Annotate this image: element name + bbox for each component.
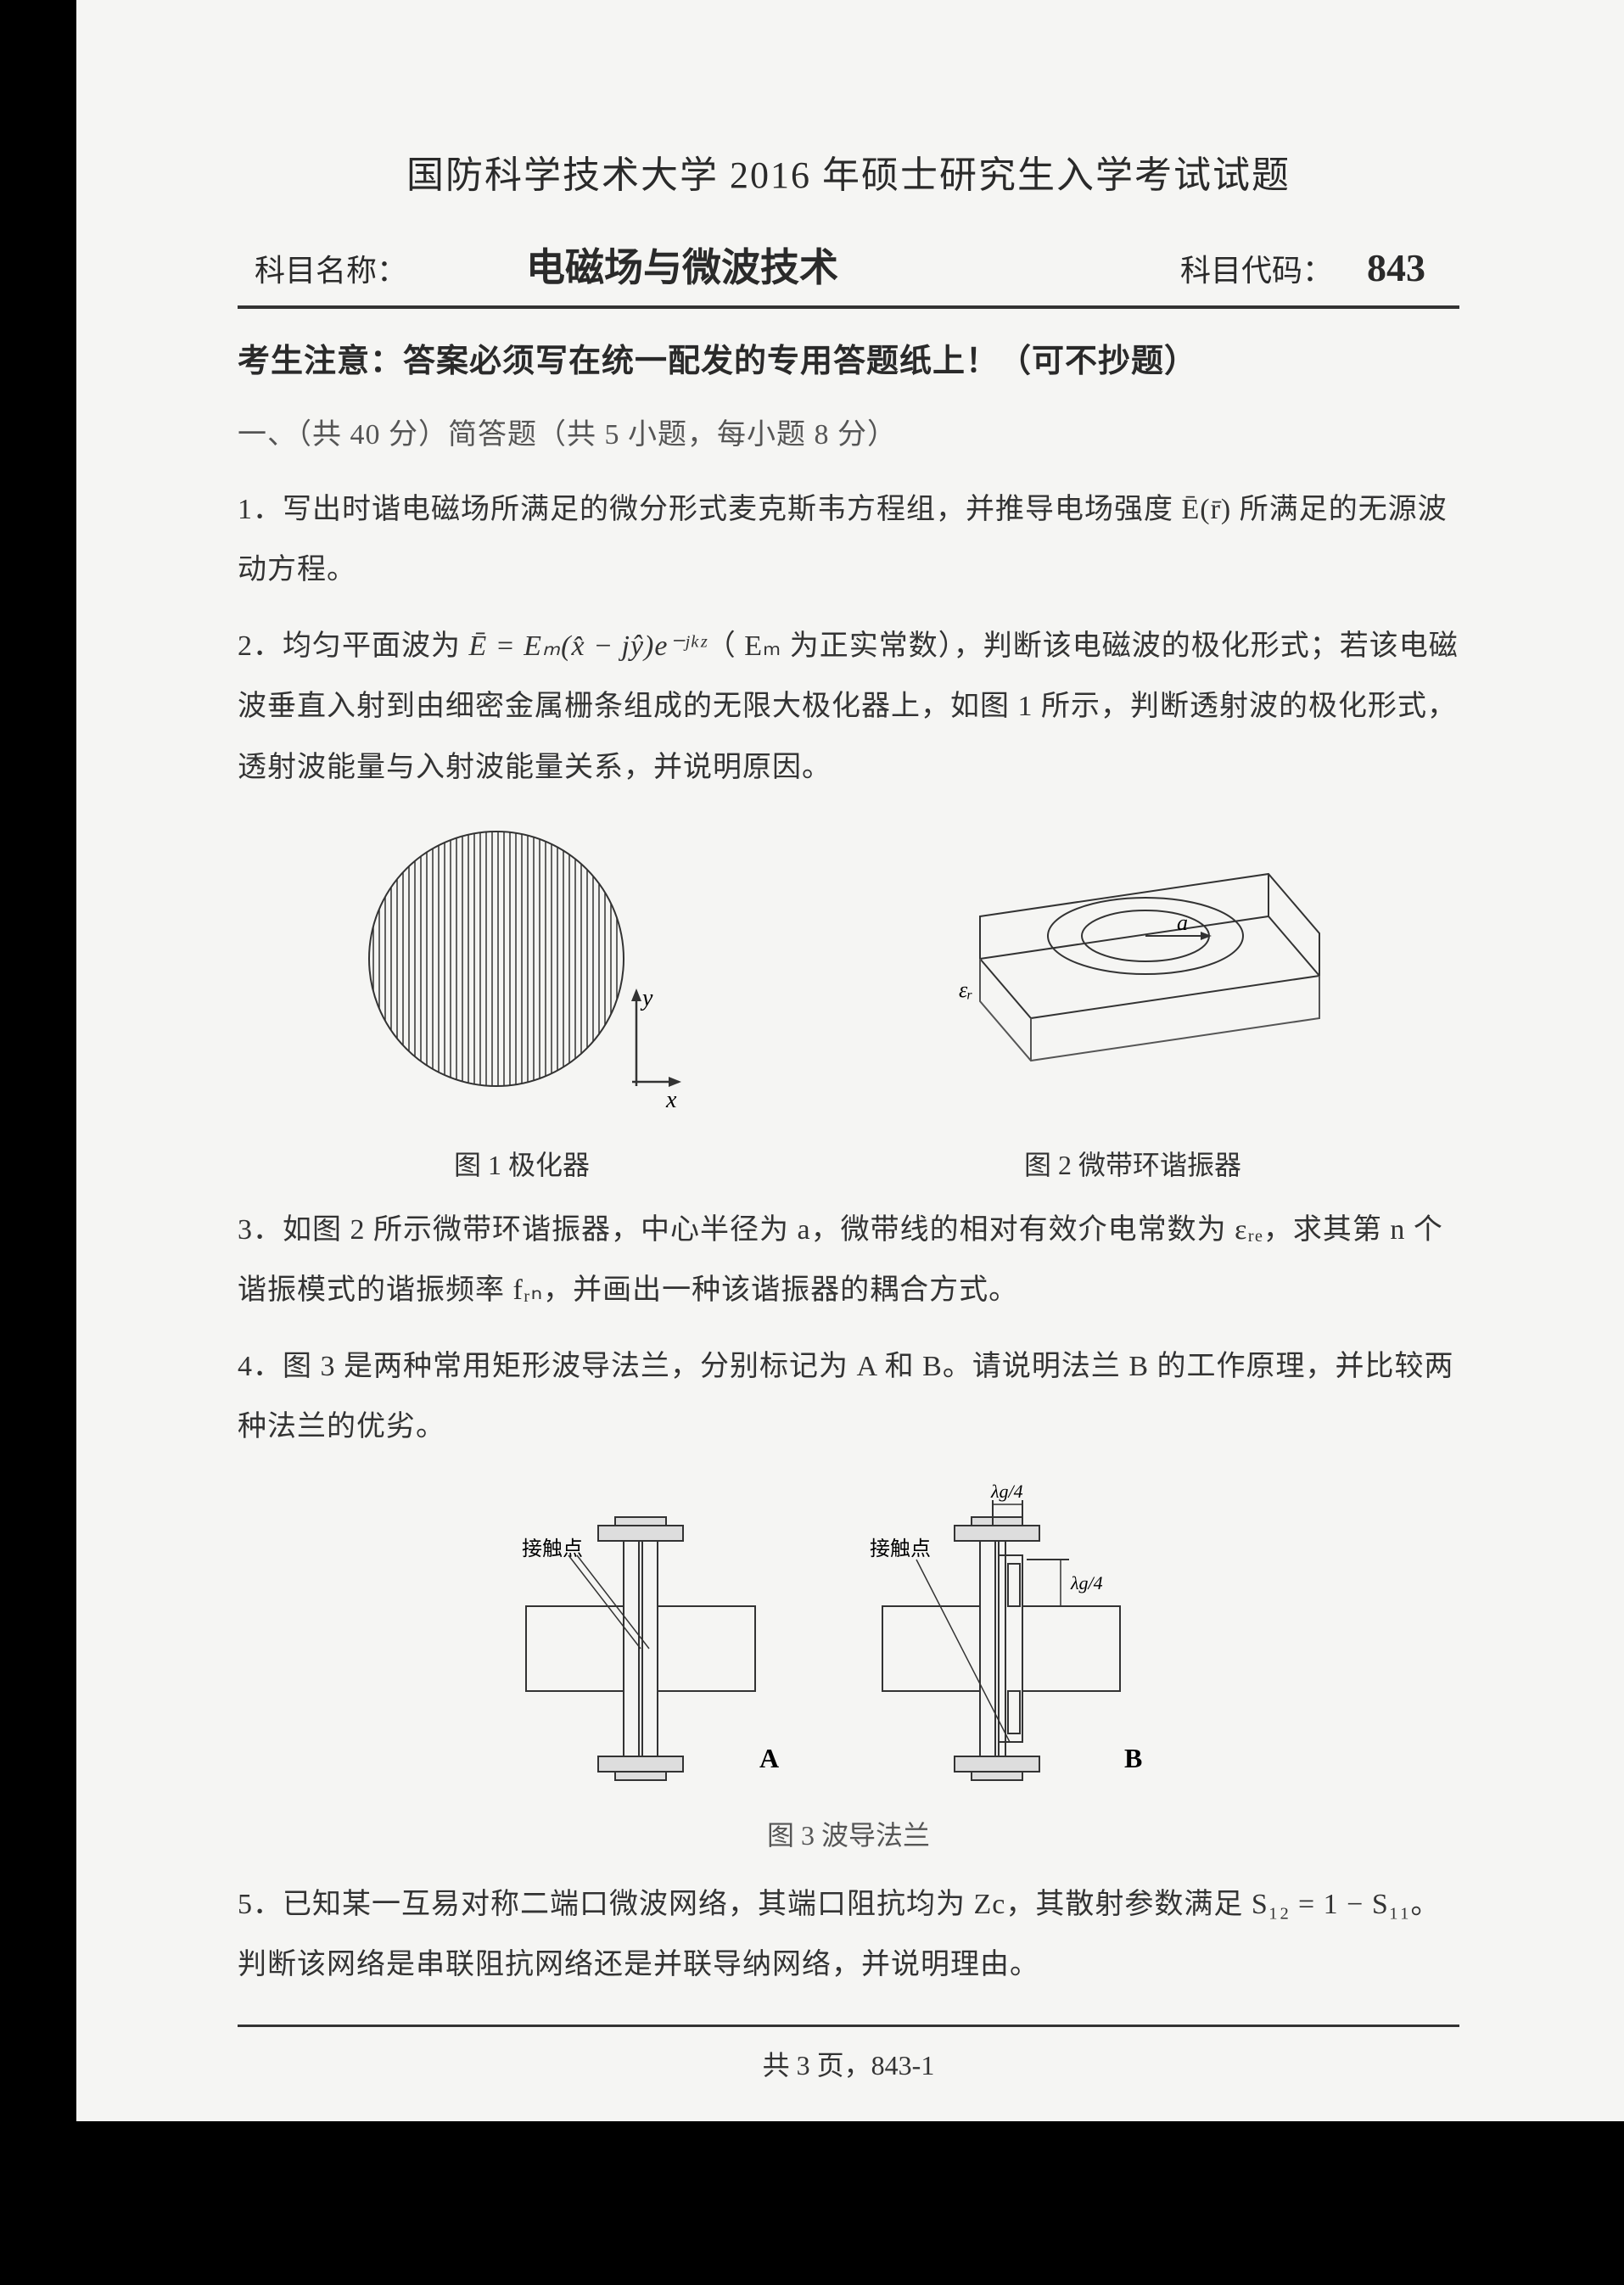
q2-text-a: 2．均匀平面波为 [238,630,469,662]
question-3: 3．如图 2 所示微带环谐振器，中心半径为 a，微带线的相对有效介电常数为 εᵣ… [238,1200,1459,1321]
figure-1-polarizer: y x [361,823,683,1128]
figure-2-block: a εᵣ 图 2 微带环谐振器 [929,848,1336,1183]
fig3-label-b: B [1124,1743,1142,1773]
exam-notice: 考生注意：答案必须写在统一配发的专用答题纸上！（可不抄题） [238,334,1459,381]
page-background: 国防科学技术大学 2016 年硕士研究生入学考试试题 科目名称： 电磁场与微波技… [76,0,1624,2121]
code-value: 843 [1367,245,1425,290]
figure-1-caption: 图 1 极化器 [454,1144,590,1183]
exam-title: 国防科学技术大学 2016 年硕士研究生入学考试试题 [238,144,1459,199]
fig2-a-label: a [1177,910,1188,935]
axis-x-label: x [665,1087,677,1113]
axis-y-label: y [640,985,653,1011]
page-footer: 共 3 页，843-1 [238,2044,1459,2083]
figure-3-container: 接触点 接触点 λg/4 λg/4 A B [238,1479,1459,1801]
exam-page: 国防科学技术大学 2016 年硕士研究生入学考试试题 科目名称： 电磁场与微波技… [187,76,1510,2117]
subject-row: 科目名称： 电磁场与微波技术 科目代码： 843 [238,237,1459,293]
figures-row-1: y x 图 1 极化器 a [238,823,1459,1183]
subject-name: 电磁场与微波技术 [526,237,838,293]
code-label: 科目代码： [1180,246,1333,290]
figure-2-resonator: a εᵣ [929,848,1336,1128]
question-4: 4．图 3 是两种常用矩形波导法兰，分别标记为 A 和 B。请说明法兰 B 的工… [238,1336,1459,1458]
figure-3-caption: 图 3 波导法兰 [238,1814,1459,1853]
q2-formula: Ē = Eₘ(x̂ − jŷ)e⁻ʲᵏᶻ [469,630,707,662]
question-5: 5．已知某一互易对称二端口微波网络，其端口阻抗均为 Zc，其散射参数满足 S₁₂… [238,1874,1459,1996]
divider-bottom [238,2025,1459,2027]
fig2-eps-label: εᵣ [959,977,973,1002]
question-2: 2．均匀平面波为 Ē = Eₘ(x̂ − jŷ)e⁻ʲᵏᶻ（ Eₘ 为正实常数）… [238,616,1459,798]
fig3-contact-b: 接触点 [870,1537,931,1560]
figure-3-flanges: 接触点 接触点 λg/4 λg/4 A B [467,1479,1230,1801]
fig3-lambda-1: λg/4 [990,1481,1023,1502]
question-1: 1．写出时谐电磁场所满足的微分形式麦克斯韦方程组，并推导电场强度 Ē(r̄) 所… [238,479,1459,601]
fig3-label-a: A [759,1743,779,1773]
divider-top [238,305,1459,309]
fig3-lambda-2: λg/4 [1070,1572,1103,1593]
subject-label: 科目名称： [255,246,407,290]
figure-2-caption: 图 2 微带环谐振器 [1024,1144,1241,1183]
section-1-header: 一、（共 40 分）简答题（共 5 小题，每小题 8 分） [238,411,1459,452]
figure-1-block: y x 图 1 极化器 [361,823,683,1183]
fig3-contact-a: 接触点 [522,1537,583,1560]
